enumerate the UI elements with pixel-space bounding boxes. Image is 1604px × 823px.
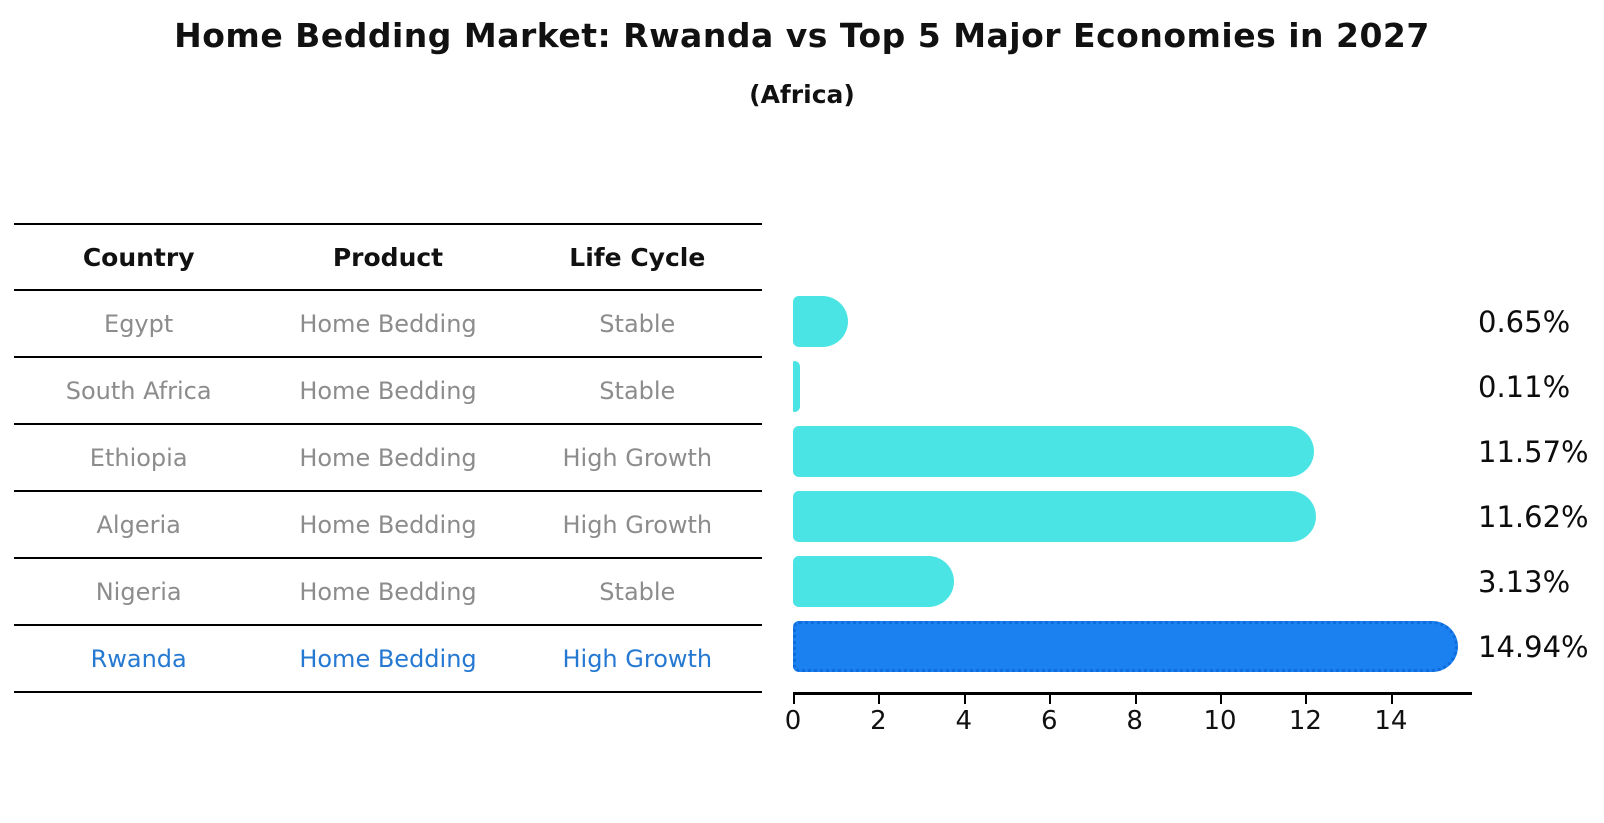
bar-south-africa xyxy=(793,361,800,412)
product-cell: Home Bedding xyxy=(299,644,477,673)
column-header-product: Product xyxy=(332,242,444,272)
x-tick-label: 8 xyxy=(1126,706,1143,736)
value-label: 11.62% xyxy=(1478,499,1589,534)
country-cell: Ethiopia xyxy=(89,443,188,472)
table-row: Ethiopia Home Bedding High Growth xyxy=(14,425,762,492)
column-header-country: Country xyxy=(82,242,195,272)
life-cycle-cell: Stable xyxy=(599,376,676,405)
x-axis-line xyxy=(793,692,1472,695)
bar-nigeria xyxy=(793,556,954,607)
value-label: 14.94% xyxy=(1478,629,1589,664)
product-cell: Home Bedding xyxy=(299,309,477,338)
country-cell: Nigeria xyxy=(95,577,182,606)
x-tick-mark xyxy=(793,695,795,704)
product-cell: Home Bedding xyxy=(299,443,477,472)
x-tick-mark xyxy=(963,695,966,704)
x-tick-label: 2 xyxy=(870,706,887,736)
bar-algeria xyxy=(793,491,1317,542)
chart-subtitle: (Africa) xyxy=(749,80,855,109)
bar-rwanda xyxy=(793,621,1458,672)
table-header-row: Country Product Life Cycle xyxy=(14,223,762,291)
x-tick-mark xyxy=(1134,695,1137,704)
x-tick-mark xyxy=(1390,695,1393,704)
table-body: Egypt Home Bedding Stable South Africa Home … xyxy=(14,291,762,693)
bar-ethiopia xyxy=(793,426,1315,477)
life-cycle-cell: High Growth xyxy=(562,510,713,539)
product-cell: Home Bedding xyxy=(299,376,477,405)
x-tick-mark xyxy=(878,695,881,704)
table-row: South Africa Home Bedding Stable xyxy=(14,358,762,425)
life-cycle-cell: Stable xyxy=(599,577,676,606)
country-cell: Rwanda xyxy=(90,644,187,673)
bar-egypt xyxy=(793,296,848,347)
x-tick-label: 0 xyxy=(784,706,802,736)
product-cell: Home Bedding xyxy=(299,510,477,539)
x-tick-mark xyxy=(1049,695,1052,704)
x-tick-mark xyxy=(1305,695,1308,704)
x-tick-label: 14 xyxy=(1374,706,1408,736)
country-cell: South Africa xyxy=(65,376,212,405)
value-label: 0.65% xyxy=(1478,304,1571,339)
country-cell: Egypt xyxy=(104,309,174,338)
country-table: Country Product Life Cycle Egypt Home Bed… xyxy=(14,223,762,693)
table-row: Rwanda Home Bedding High Growth xyxy=(14,626,762,693)
x-tick-label: 10 xyxy=(1203,706,1237,736)
column-header-life-cycle: Life Cycle xyxy=(569,242,706,272)
table-row: Egypt Home Bedding Stable xyxy=(14,291,762,358)
table-row: Nigeria Home Bedding Stable xyxy=(14,559,762,626)
x-tick-mark xyxy=(1220,695,1223,704)
value-label: 3.13% xyxy=(1478,564,1571,599)
x-tick-label: 12 xyxy=(1288,706,1322,736)
life-cycle-cell: High Growth xyxy=(562,644,713,673)
value-label: 11.57% xyxy=(1478,434,1589,469)
life-cycle-cell: Stable xyxy=(599,309,676,338)
country-cell: Algeria xyxy=(96,510,181,539)
chart-title: Home Bedding Market: Rwanda vs Top 5 Maj… xyxy=(174,16,1430,55)
life-cycle-cell: High Growth xyxy=(562,443,713,472)
table-row: Algeria Home Bedding High Growth xyxy=(14,492,762,559)
value-label: 0.11% xyxy=(1478,369,1571,404)
x-tick-label: 4 xyxy=(955,706,973,736)
product-cell: Home Bedding xyxy=(299,577,477,606)
x-tick-label: 6 xyxy=(1040,706,1058,736)
